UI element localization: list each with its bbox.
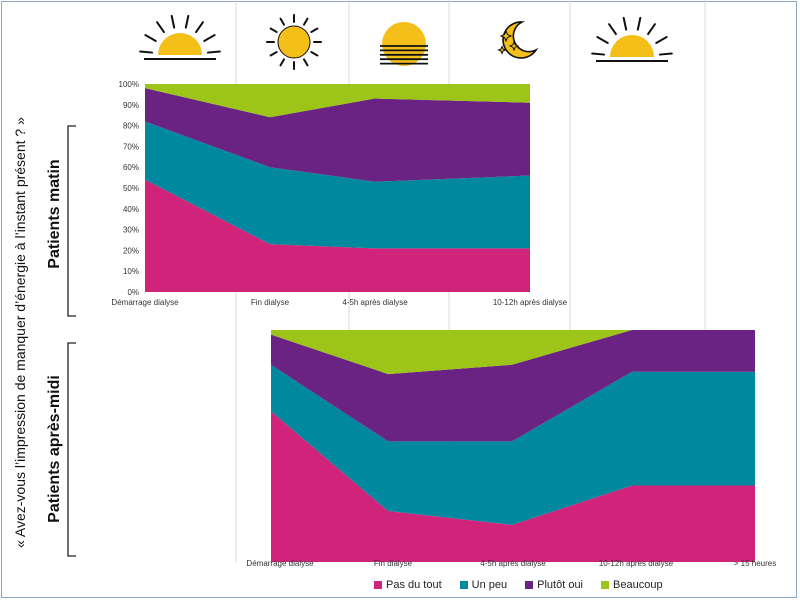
y-tick-label: 30% xyxy=(123,226,139,235)
x-tick-label: 4-5h après dialyse xyxy=(480,559,546,568)
legend-swatch xyxy=(601,581,610,589)
x-tick-label: > 15 heures xyxy=(734,559,776,568)
morning-bracket xyxy=(67,125,76,317)
question-label: « Avez-vous l’impression de manquer d’én… xyxy=(12,117,28,548)
x-tick-label: 10-12h après dialyse xyxy=(493,298,568,307)
legend-item: Pas du tout xyxy=(374,579,442,591)
morning-chart: 0% 10% 20% 30% 40% 50% 60% 70% 80% 90% 100% Démarra… xyxy=(111,80,567,307)
legend-label: Pas du tout xyxy=(386,579,442,591)
y-tick-label: 40% xyxy=(123,205,139,214)
legend-swatch xyxy=(525,581,534,589)
legend-item: Beaucoup xyxy=(601,579,663,591)
x-tick-label: 4-5h après dialyse xyxy=(342,298,408,307)
area-un-peu xyxy=(145,121,530,249)
y-tick-label: 100% xyxy=(119,80,139,89)
sun-icon xyxy=(266,14,322,70)
y-tick-label: 50% xyxy=(123,184,139,193)
legend: Pas du tout Un peu Plutôt oui Beaucoup xyxy=(374,579,663,591)
group-brackets xyxy=(67,125,76,557)
area-plut-t-oui xyxy=(271,330,755,442)
legend-item: Plutôt oui xyxy=(525,579,583,591)
x-tick-label: Fin dialyse xyxy=(374,559,413,568)
x-tick-label: Démarrage dialyse xyxy=(111,298,179,307)
legend-label: Un peu xyxy=(471,579,508,591)
area-pas-du-tout xyxy=(271,411,755,562)
afternoon-bracket xyxy=(67,342,76,557)
legend-item: Un peu xyxy=(459,579,508,591)
y-tick-label: 80% xyxy=(123,122,139,131)
x-tick-label: 10-12h après dialyse xyxy=(599,559,674,568)
afternoon-group-label: Patients après-midi xyxy=(46,375,63,523)
x-tick-label: Fin dialyse xyxy=(251,298,290,307)
legend-swatch xyxy=(374,581,382,589)
legend-swatch xyxy=(459,581,468,589)
legend-label: Beaucoup xyxy=(613,579,663,591)
y-tick-label: 60% xyxy=(123,163,139,172)
sunrise-icon xyxy=(139,14,221,60)
sunrise-icon xyxy=(591,16,673,62)
morning-group-label: Patients matin xyxy=(46,159,63,269)
area-beaucoup xyxy=(145,84,530,118)
y-tick-label: 0% xyxy=(127,288,139,297)
area-plut-t-oui xyxy=(145,88,530,182)
y-tick-label: 20% xyxy=(123,246,139,255)
area-un-peu xyxy=(271,364,755,525)
area-pas-du-tout xyxy=(145,179,530,292)
time-of-day-icons xyxy=(139,14,673,70)
legend-label: Plutôt oui xyxy=(537,579,584,591)
y-tick-label: 90% xyxy=(123,101,139,110)
y-tick-label: 70% xyxy=(123,142,139,151)
x-tick-label: Démarrage dialyse xyxy=(246,559,314,568)
y-tick-label: 10% xyxy=(123,267,139,276)
moon-stars-icon xyxy=(497,21,539,59)
area-beaucoup xyxy=(271,330,755,375)
afternoon-chart: Démarrage dialyse Fin dialyse 4-5h après d… xyxy=(246,330,776,568)
sunset-icon xyxy=(380,22,428,66)
